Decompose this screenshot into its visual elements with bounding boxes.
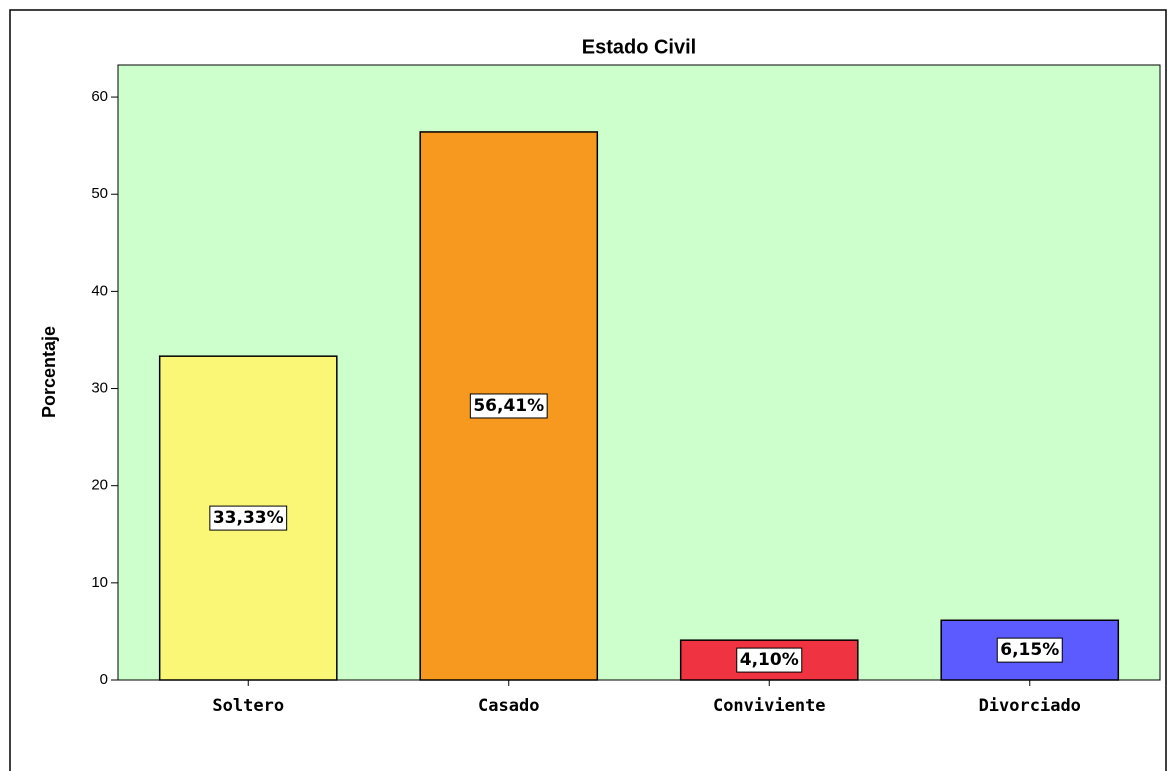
x-tick-label: Conviviente [713,696,826,716]
x-tick-label: Soltero [212,696,284,716]
y-tick-label: 0 [100,671,108,688]
x-tick-label: Divorciado [979,696,1081,716]
value-label-box [209,505,288,531]
value-label-box [996,637,1063,663]
value-label: 56,41% [473,396,544,416]
value-label: 4,10% [740,650,799,670]
y-tick-label: 50 [91,185,108,202]
y-tick-label: 30 [91,379,108,396]
value-label-box [736,647,803,673]
value-label-box [469,393,548,419]
x-tick-label: Casado [478,696,539,716]
y-tick-label: 60 [91,88,108,105]
y-tick-label: 40 [91,282,108,299]
value-label: 33,33% [213,508,284,528]
value-label: 6,15% [1000,640,1059,660]
y-tick-label: 20 [91,477,108,494]
chart-title: Estado Civil [582,36,696,58]
y-tick-label: 10 [91,574,108,591]
y-axis-label: Porcentaje [39,326,59,418]
